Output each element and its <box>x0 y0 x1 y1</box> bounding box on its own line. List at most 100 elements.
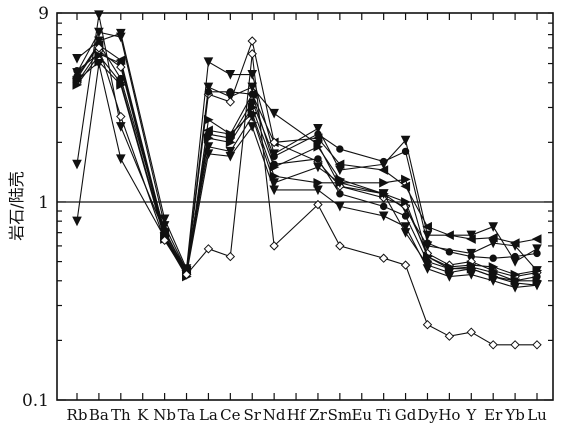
data-point <box>488 262 499 272</box>
data-point <box>423 239 432 247</box>
data-point <box>378 211 389 222</box>
data-point <box>203 114 214 125</box>
data-point <box>94 43 104 53</box>
data-point <box>72 75 83 86</box>
y-tick-label: 9 <box>38 4 49 24</box>
data-point <box>400 135 411 146</box>
data-point <box>532 265 543 276</box>
data-point <box>314 130 322 138</box>
data-point <box>509 238 520 248</box>
data-point <box>422 221 432 232</box>
x-tick-label: Gd <box>395 406 417 424</box>
data-point <box>116 154 126 165</box>
data-point <box>269 137 279 148</box>
data-point <box>422 319 433 330</box>
data-point <box>488 232 498 243</box>
data-point <box>334 159 345 170</box>
data-point <box>488 276 498 286</box>
data-point <box>225 70 236 80</box>
x-tick-label: Y <box>465 406 477 424</box>
data-point <box>269 108 279 119</box>
data-point <box>116 32 126 43</box>
data-point <box>203 244 214 254</box>
data-point <box>204 88 213 96</box>
x-tick-label: Th <box>111 406 131 424</box>
data-point <box>378 253 389 263</box>
data-point <box>94 10 104 21</box>
data-point <box>533 249 541 258</box>
data-point <box>225 129 236 139</box>
data-point <box>225 97 236 107</box>
y-tick-label: 0.1 <box>22 391 49 411</box>
data-point <box>247 49 257 59</box>
data-point <box>422 251 433 262</box>
data-point <box>159 228 170 238</box>
data-point <box>445 248 454 256</box>
x-tick-label: Ho <box>438 406 460 424</box>
series-line <box>76 14 538 286</box>
data-point <box>269 185 279 196</box>
data-point <box>488 222 498 232</box>
x-tick-label: Yb <box>504 406 525 424</box>
x-tick-label: Ta <box>178 406 196 424</box>
data-point <box>94 59 104 69</box>
data-point <box>378 189 389 199</box>
data-point <box>226 88 235 96</box>
y-tick-label: 1 <box>38 193 49 213</box>
x-tick-label: Rb <box>67 406 88 424</box>
data-point <box>510 340 520 350</box>
data-point <box>313 199 323 210</box>
data-point <box>225 146 236 157</box>
data-point <box>247 122 258 132</box>
data-point <box>401 174 411 185</box>
x-tick-label: La <box>199 406 218 424</box>
data-point <box>203 142 214 152</box>
series-5 <box>72 36 542 282</box>
data-point <box>378 165 389 175</box>
data-point <box>401 212 410 220</box>
data-point <box>466 270 477 280</box>
data-point <box>532 244 542 254</box>
x-tick-label: Sm <box>328 406 353 424</box>
data-point <box>313 123 323 134</box>
x-tick-label: Sr <box>244 406 262 424</box>
data-point <box>313 185 323 196</box>
data-point <box>379 202 388 211</box>
data-point <box>400 222 411 232</box>
data-point <box>335 241 345 251</box>
x-tick-label: Nd <box>263 406 286 424</box>
x-tick-label: Er <box>484 406 503 424</box>
x-tick-label: Ba <box>89 406 109 424</box>
data-point <box>116 62 126 72</box>
series-line <box>76 44 538 273</box>
x-tick-label: Zr <box>309 406 327 424</box>
data-point <box>444 331 455 341</box>
data-point <box>247 112 258 122</box>
data-point <box>159 235 170 246</box>
data-point <box>401 197 411 207</box>
data-point <box>225 151 236 162</box>
data-point <box>401 147 410 156</box>
data-point <box>466 234 476 244</box>
data-point <box>72 159 82 170</box>
data-point <box>181 269 192 280</box>
data-point <box>313 162 323 173</box>
data-point <box>247 36 257 46</box>
x-tick-label: Ti <box>376 406 391 424</box>
data-point <box>510 278 520 289</box>
data-point <box>313 177 324 188</box>
data-point <box>116 111 126 122</box>
data-point <box>72 54 82 64</box>
data-point <box>247 82 258 93</box>
plot-frame <box>56 12 554 401</box>
x-tick-label: Eu <box>351 406 372 424</box>
x-tick-label: Ce <box>220 406 240 424</box>
data-point <box>379 177 389 188</box>
data-point <box>248 90 256 98</box>
data-point <box>203 149 214 159</box>
data-point <box>532 340 542 350</box>
x-tick-label: K <box>137 406 149 424</box>
data-point <box>314 155 322 163</box>
